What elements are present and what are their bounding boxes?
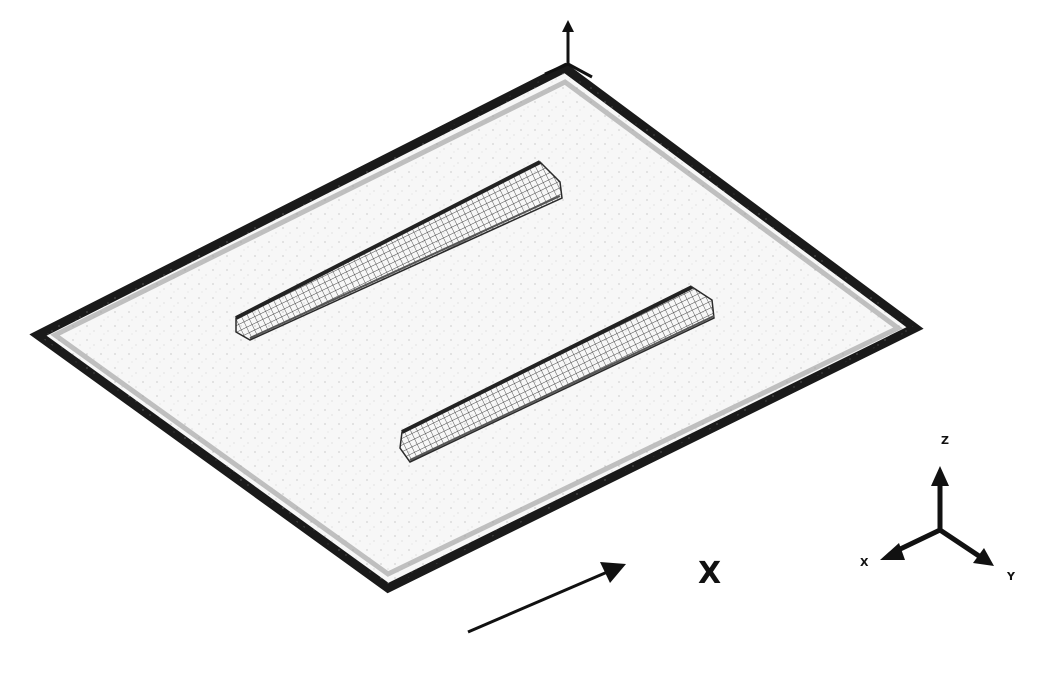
triad-y-arrowhead bbox=[973, 548, 994, 566]
corner-axis-right bbox=[567, 62, 593, 79]
corner-axis-marker bbox=[544, 20, 593, 79]
triad-x-axis bbox=[892, 527, 942, 555]
coordinate-triad bbox=[880, 466, 994, 566]
direction-arrow bbox=[467, 562, 626, 634]
corner-axis-left bbox=[544, 62, 569, 76]
triad-y-label: Y bbox=[1007, 570, 1015, 583]
plate bbox=[29, 62, 924, 594]
triad-x-arrowhead bbox=[880, 543, 905, 560]
corner-axis-arrowhead bbox=[562, 20, 574, 32]
triad-x-label: X bbox=[860, 556, 869, 569]
triad-y-axis bbox=[938, 527, 984, 561]
stiffener-upper bbox=[235, 160, 563, 341]
stiffener-upper-top-edge bbox=[235, 160, 541, 320]
triad-z-label: Z bbox=[941, 434, 949, 447]
direction-arrow-shaft bbox=[467, 568, 613, 634]
stiffener-lower bbox=[399, 285, 715, 463]
direction-arrow-head bbox=[600, 562, 626, 583]
stiffener-upper-bottom-edge bbox=[249, 195, 561, 339]
triad-z-arrowhead bbox=[931, 466, 949, 486]
stiffener-lower-top-edge bbox=[401, 285, 693, 434]
direction-label: X bbox=[698, 556, 722, 591]
plate-mesh-texture bbox=[38, 68, 915, 588]
stiffener-lower-bottom-edge bbox=[409, 315, 715, 461]
